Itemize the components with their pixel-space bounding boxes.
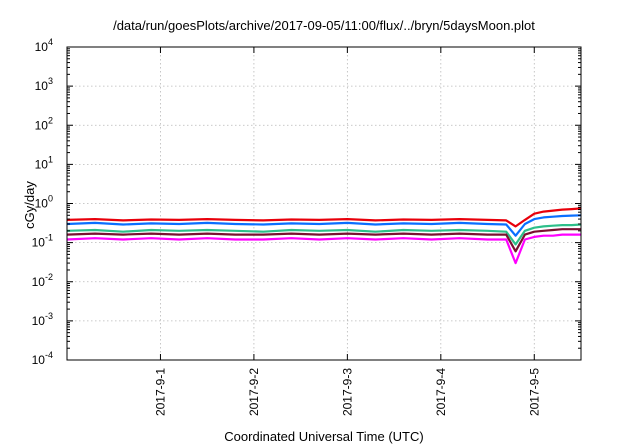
series-line-5 xyxy=(66,233,581,265)
x-tick-label: 2017-9-4 xyxy=(434,368,448,416)
y-tick-label: 100 xyxy=(35,194,53,211)
series-line-1 xyxy=(66,207,582,228)
y-tick-label: 10-4 xyxy=(32,350,53,367)
y-tick-label: 10-1 xyxy=(32,233,53,250)
y-tick-label: 10-3 xyxy=(32,311,53,328)
y-axis: 10-4 10-3 10-2 10-1 100 101 102 103 104 xyxy=(32,37,581,367)
series-line-2 xyxy=(66,214,582,237)
x-tick-label: 2017-9-3 xyxy=(340,368,354,416)
y-tick-label: 102 xyxy=(35,115,53,132)
x-axis: 2017-9-1 2017-9-2 2017-9-3 2017-9-4 2017-9-5 xyxy=(153,47,541,416)
chart-title: /data/run/goesPlots/archive/2017-09-05/1… xyxy=(113,18,535,33)
y-tick-label: 101 xyxy=(35,154,53,171)
x-tick-label: 2017-9-1 xyxy=(153,368,167,416)
series-layer xyxy=(66,207,582,265)
series-line-3 xyxy=(66,223,582,246)
x-axis-label: Coordinated Universal Time (UTC) xyxy=(224,429,423,444)
y-tick-label: 103 xyxy=(35,76,53,93)
grid xyxy=(67,47,581,360)
y-tick-label: 10-2 xyxy=(32,272,53,289)
series-line-4 xyxy=(66,228,581,253)
y-axis-label: cGy/day xyxy=(22,181,37,229)
y-tick-label: 104 xyxy=(35,37,53,54)
x-tick-label: 2017-9-5 xyxy=(527,368,541,416)
x-tick-label: 2017-9-2 xyxy=(247,368,261,416)
